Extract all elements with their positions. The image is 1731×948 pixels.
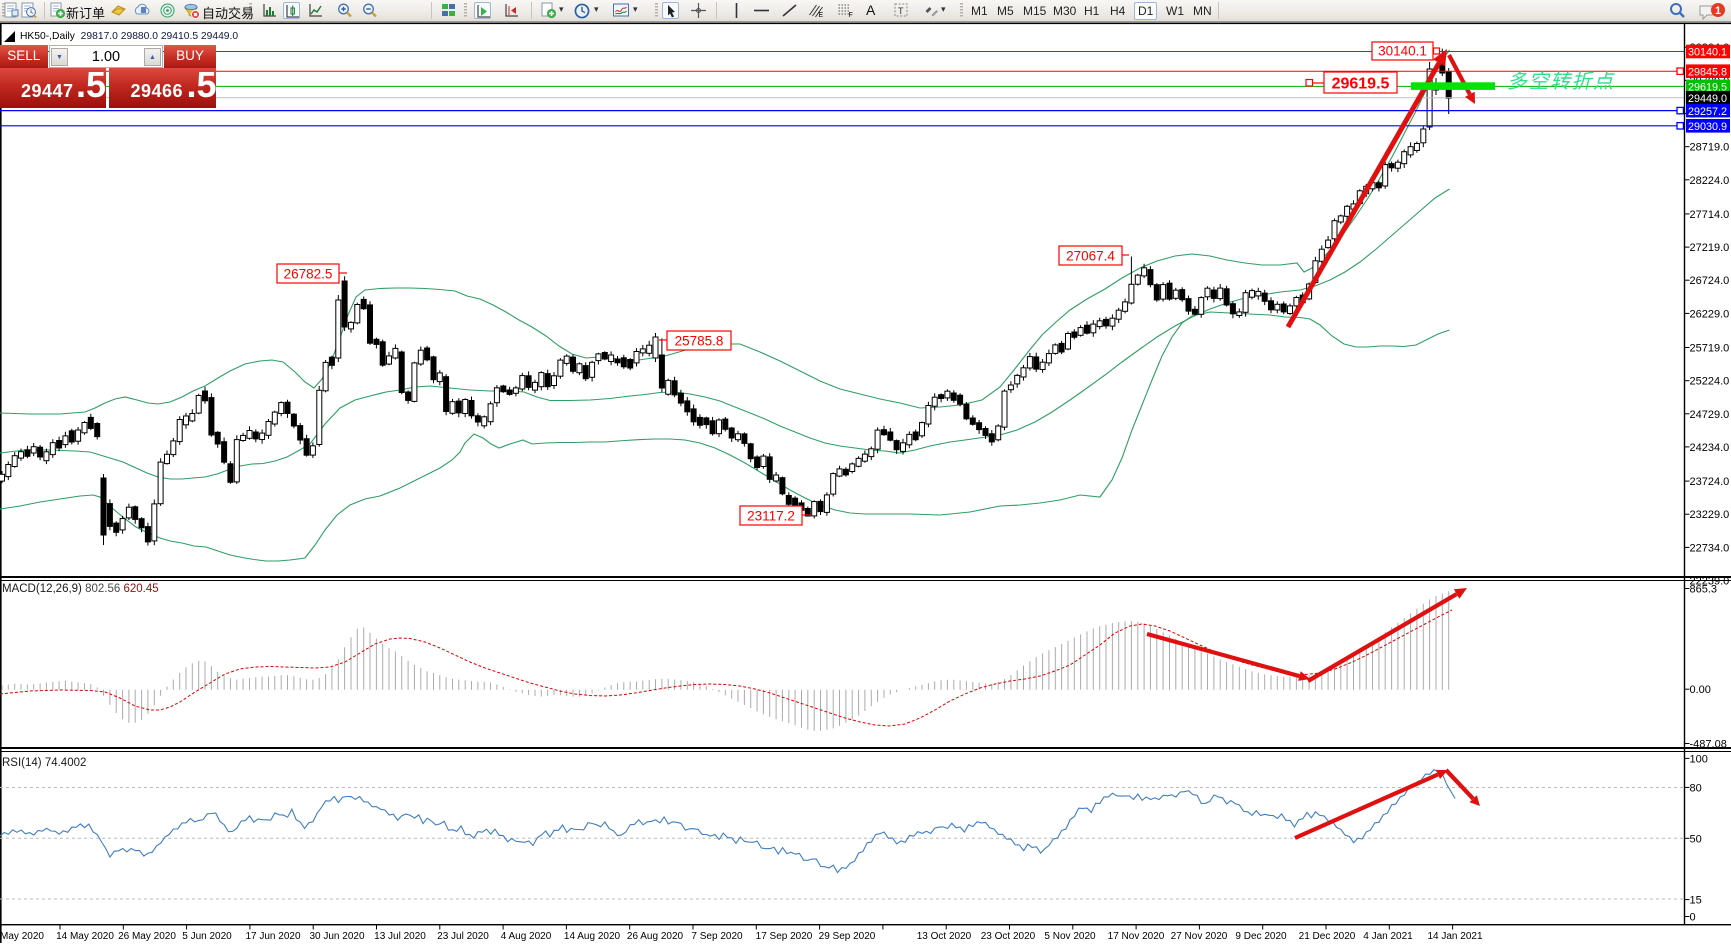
svg-text:多空转折点: 多空转折点 bbox=[1507, 71, 1615, 93]
svg-text:26782.5: 26782.5 bbox=[284, 267, 333, 282]
svg-text:May 2020: May 2020 bbox=[0, 931, 44, 942]
svg-text:29030.9: 29030.9 bbox=[1688, 121, 1727, 133]
svg-text:13 Jul 2020: 13 Jul 2020 bbox=[374, 931, 426, 942]
svg-text:100: 100 bbox=[1690, 753, 1708, 765]
svg-text:27067.4: 27067.4 bbox=[1066, 249, 1115, 264]
svg-text:29 Sep 2020: 29 Sep 2020 bbox=[819, 931, 876, 942]
svg-text:15: 15 bbox=[1690, 895, 1702, 907]
svg-text:5 Jun 2020: 5 Jun 2020 bbox=[182, 931, 232, 942]
svg-text:MACD(12,26,9) 802.56 620.45: MACD(12,26,9) 802.56 620.45 bbox=[2, 583, 159, 595]
svg-text:24729.0: 24729.0 bbox=[1690, 409, 1730, 421]
svg-text:23 Jul 2020: 23 Jul 2020 bbox=[437, 931, 489, 942]
svg-text:29257.2: 29257.2 bbox=[1688, 106, 1727, 118]
svg-text:24234.0: 24234.0 bbox=[1690, 442, 1730, 454]
svg-text:29845.8: 29845.8 bbox=[1688, 66, 1727, 78]
svg-text:27219.0: 27219.0 bbox=[1690, 242, 1730, 254]
svg-text:865.3: 865.3 bbox=[1690, 584, 1718, 596]
svg-text:0: 0 bbox=[1690, 912, 1696, 924]
svg-text:26 Aug 2020: 26 Aug 2020 bbox=[627, 931, 684, 942]
svg-text:25719.0: 25719.0 bbox=[1690, 343, 1730, 355]
svg-text:25224.0: 25224.0 bbox=[1690, 376, 1730, 388]
svg-text:26 May 2020: 26 May 2020 bbox=[118, 931, 176, 942]
svg-text:F: F bbox=[849, 12, 853, 19]
svg-text:23724.0: 23724.0 bbox=[1690, 476, 1730, 488]
svg-text:17 Jun 2020: 17 Jun 2020 bbox=[245, 931, 300, 942]
svg-text:30 Jun 2020: 30 Jun 2020 bbox=[309, 931, 364, 942]
svg-text:50: 50 bbox=[1690, 833, 1702, 845]
svg-text:22734.0: 22734.0 bbox=[1690, 542, 1730, 554]
svg-text:4 Jan 2021: 4 Jan 2021 bbox=[1363, 931, 1413, 942]
svg-text:30140.1: 30140.1 bbox=[1688, 47, 1727, 59]
svg-text:23117.2: 23117.2 bbox=[747, 509, 795, 524]
svg-text:27714.0: 27714.0 bbox=[1690, 209, 1730, 221]
svg-text:1: 1 bbox=[1715, 5, 1721, 17]
svg-text:14 Jan 2021: 14 Jan 2021 bbox=[1427, 931, 1482, 942]
svg-text:-487.08: -487.08 bbox=[1690, 739, 1727, 751]
svg-text:29619.5: 29619.5 bbox=[1688, 82, 1727, 94]
svg-text:22239.0: 22239.0 bbox=[1690, 576, 1730, 588]
svg-text:25785.8: 25785.8 bbox=[675, 334, 724, 349]
svg-text:4 Aug 2020: 4 Aug 2020 bbox=[501, 931, 552, 942]
svg-text:13 Oct 2020: 13 Oct 2020 bbox=[917, 931, 972, 942]
svg-text:14 Aug 2020: 14 Aug 2020 bbox=[564, 931, 621, 942]
svg-text:RSI(14) 74.4002: RSI(14) 74.4002 bbox=[2, 757, 86, 769]
svg-text:7 Sep 2020: 7 Sep 2020 bbox=[691, 931, 743, 942]
svg-text:5 Nov 2020: 5 Nov 2020 bbox=[1044, 931, 1096, 942]
svg-text:E: E bbox=[819, 12, 824, 19]
svg-text:26229.0: 26229.0 bbox=[1690, 308, 1730, 320]
svg-text:27 Nov 2020: 27 Nov 2020 bbox=[1171, 931, 1228, 942]
svg-text:17 Sep 2020: 17 Sep 2020 bbox=[756, 931, 813, 942]
svg-text:23 Oct 2020: 23 Oct 2020 bbox=[981, 931, 1036, 942]
svg-text:28719.0: 28719.0 bbox=[1690, 142, 1730, 154]
svg-text:9 Dec 2020: 9 Dec 2020 bbox=[1235, 931, 1287, 942]
svg-text:30140.1: 30140.1 bbox=[1378, 44, 1427, 59]
svg-text:23229.0: 23229.0 bbox=[1690, 509, 1730, 521]
svg-text:29619.5: 29619.5 bbox=[1332, 76, 1390, 93]
svg-text:80: 80 bbox=[1690, 782, 1702, 794]
svg-text:HK50-,Daily 29817.0 29880.0 2: HK50-,Daily 29817.0 29880.0 29410.5 2944… bbox=[20, 31, 238, 42]
svg-text:0.00: 0.00 bbox=[1690, 684, 1711, 696]
svg-text:26724.0: 26724.0 bbox=[1690, 275, 1730, 287]
svg-text:17 Nov 2020: 17 Nov 2020 bbox=[1108, 931, 1165, 942]
svg-text:T: T bbox=[898, 6, 904, 16]
svg-text:21 Dec 2020: 21 Dec 2020 bbox=[1299, 931, 1356, 942]
svg-text:29449.0: 29449.0 bbox=[1688, 93, 1727, 105]
svg-text:14 May 2020: 14 May 2020 bbox=[56, 931, 114, 942]
svg-text:28224.0: 28224.0 bbox=[1690, 175, 1730, 187]
